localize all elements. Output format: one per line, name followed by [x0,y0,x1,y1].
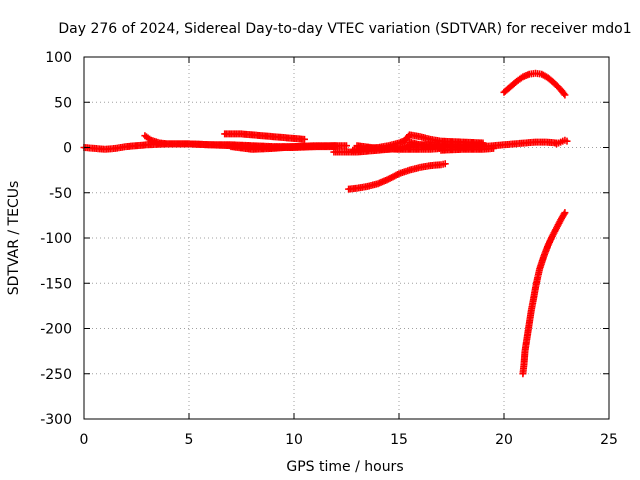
y-tick-label: -200 [40,322,72,338]
x-axis-label: GPS time / hours [286,459,403,475]
x-tick-label: 10 [285,432,303,448]
y-tick-label: 0 [63,141,72,157]
series-track-l [553,136,571,148]
y-tick-label: -300 [40,412,72,428]
data-marker-fill [560,210,568,218]
y-axis-label: SDTVAR / TECUs [6,181,22,296]
x-tick-label: 15 [390,432,408,448]
chart-title: Day 276 of 2024, Sidereal Day-to-day VTE… [58,21,631,37]
series-track-m [519,209,569,378]
axis-ticks: 0 5 10 15 20 25 100 50 0 -50 -100 -150 -200 -250 -300 [40,50,618,448]
series-track-i [437,144,497,154]
data-point [301,135,308,143]
x-tick-label: 0 [80,432,89,448]
series-track-j [345,160,449,193]
series-track-c [221,130,308,143]
plot-frame [83,56,610,420]
data-point [441,160,449,168]
x-tick-label: 20 [495,432,513,448]
y-tick-label: -150 [40,276,72,292]
y-tick-label: -250 [40,367,72,383]
data-point [490,144,497,152]
x-tick-label: 5 [185,432,194,448]
data-point [561,209,569,217]
series-track-k [500,69,569,99]
y-tick-label: 100 [45,50,72,66]
y-tick-label: -50 [49,186,72,202]
data-point [561,91,569,99]
series-track-d [227,142,350,153]
grid-lines [84,57,609,419]
series-layer [80,69,571,378]
data-marker-fill [560,90,568,98]
y-tick-label: 50 [54,95,72,111]
y-tick-label: -100 [40,231,72,247]
data-point [343,142,350,150]
data-point [563,137,571,145]
x-tick-label: 25 [600,432,618,448]
